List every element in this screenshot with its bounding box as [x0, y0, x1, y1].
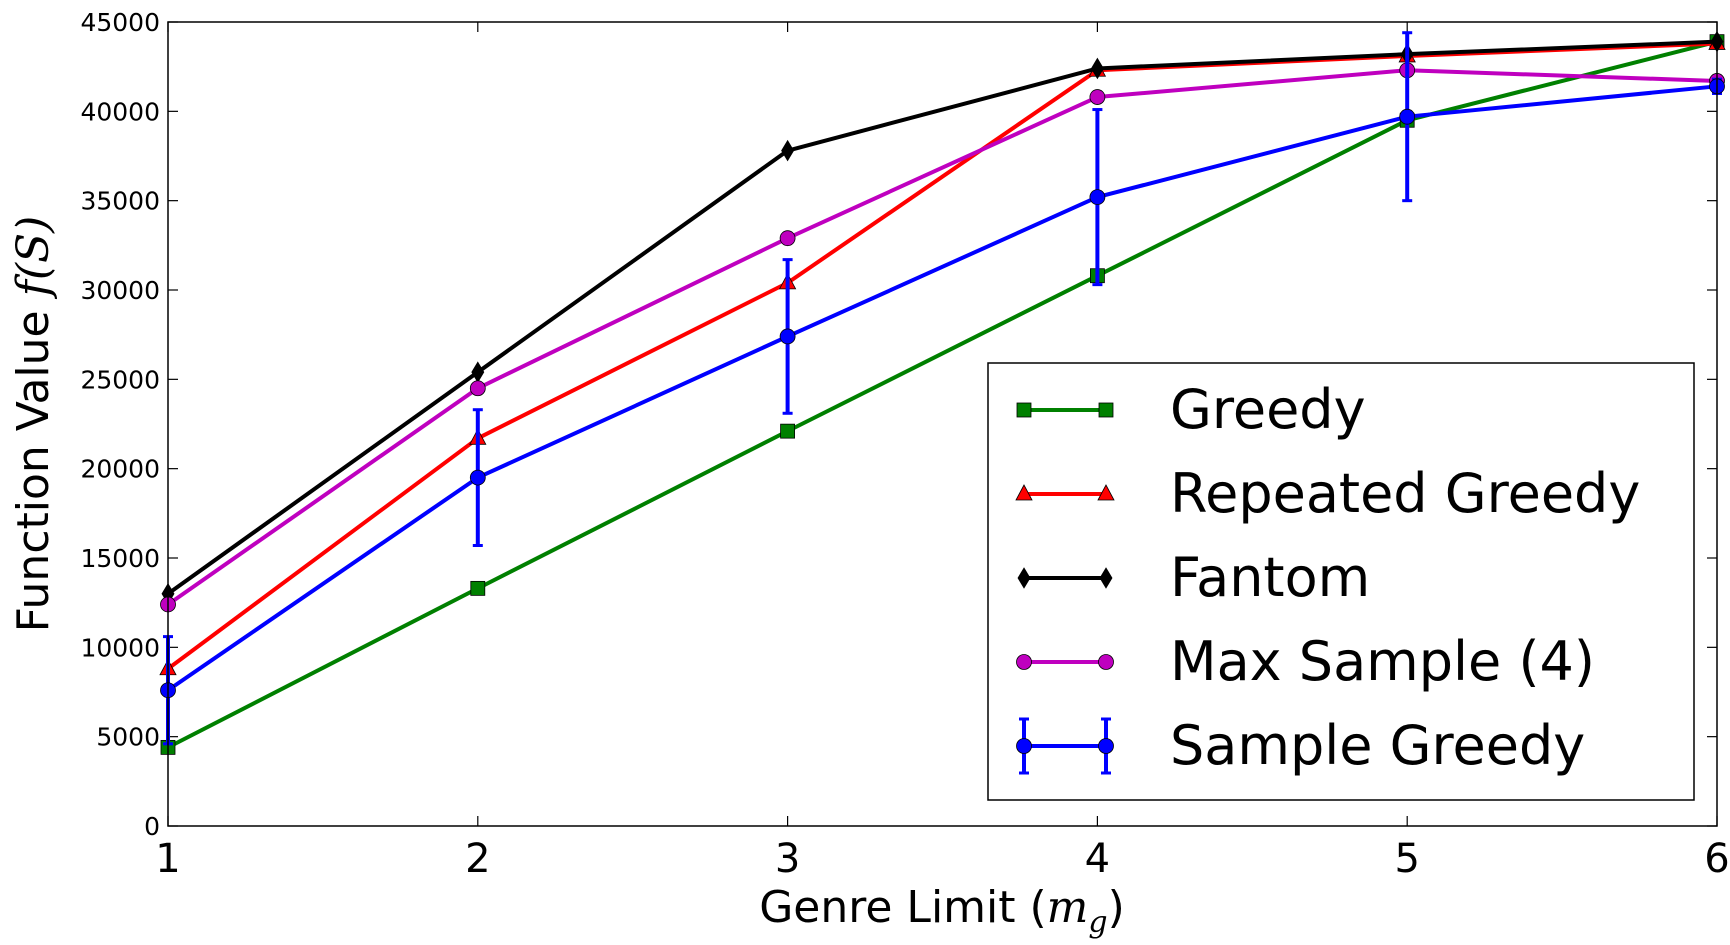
legend-label: Sample Greedy: [1170, 714, 1585, 777]
legend: Greedy Repeated Greedy Fantom Max Sample (4…: [987, 362, 1695, 801]
y-tick-label: 10000: [80, 633, 160, 662]
x-tick-label: 1: [155, 836, 180, 882]
series-line: [167, 39, 1718, 750]
plot-frame: [167, 21, 1718, 827]
data-point: [1089, 189, 1106, 205]
x-tick-label: 2: [465, 836, 490, 882]
legend-label: Greedy: [1170, 378, 1366, 441]
data-point: [780, 423, 795, 439]
legend-marker: [1099, 567, 1113, 589]
data-point: [1399, 108, 1416, 125]
y-tick-label: 20000: [80, 455, 160, 484]
data-point: [470, 580, 486, 596]
legend-marker: [1098, 402, 1114, 418]
legend-marker: [1017, 567, 1031, 589]
y-tick-label: 0: [144, 812, 160, 841]
data-point: [779, 328, 796, 345]
legend-label: Repeated Greedy: [1170, 462, 1640, 525]
legend-entry: Greedy: [1016, 378, 1366, 441]
legend-label: Max Sample (4): [1170, 630, 1595, 693]
x-tick-label: 3: [775, 836, 800, 882]
y-tick-label: 40000: [80, 97, 160, 126]
legend-marker: [1016, 402, 1032, 418]
y-tick-label: 25000: [80, 365, 160, 394]
data-point: [1090, 57, 1104, 80]
x-tick-label: 4: [1085, 836, 1110, 882]
series-line: [166, 68, 1718, 607]
legend-marker: [1098, 654, 1114, 670]
y-tick-label: 35000: [80, 187, 160, 216]
legend-marker: [1097, 484, 1115, 501]
series-line: [166, 84, 1718, 692]
legend-marker: [1098, 738, 1114, 754]
legend-entry: Max Sample (4): [1016, 630, 1595, 693]
y-tick-label: 5000: [96, 723, 160, 752]
legend-label: Fantom: [1170, 546, 1370, 609]
data-point: [469, 469, 486, 486]
x-axis-label: Genre Limit (mg): [759, 882, 1125, 940]
series-line: [166, 39, 1718, 596]
y-tick-label: 30000: [80, 276, 160, 305]
legend-marker: [1016, 738, 1032, 754]
legend-marker: [1016, 654, 1032, 670]
data-point: [781, 139, 795, 162]
legend-marker: [1015, 484, 1033, 501]
legend-entry: Sample Greedy: [1016, 714, 1585, 777]
x-tick-label: 5: [1394, 836, 1419, 882]
data-point: [779, 230, 796, 247]
y-tick-label: 45000: [80, 8, 160, 37]
data-point: [469, 380, 486, 397]
data-point: [1089, 89, 1106, 105]
legend-entry: Fantom: [1017, 546, 1370, 609]
y-axis-label: Function Value f(S): [8, 216, 59, 633]
legend-entry: Repeated Greedy: [1015, 462, 1640, 525]
y-tick-label: 15000: [80, 544, 160, 573]
x-tick-label: 6: [1704, 836, 1729, 882]
